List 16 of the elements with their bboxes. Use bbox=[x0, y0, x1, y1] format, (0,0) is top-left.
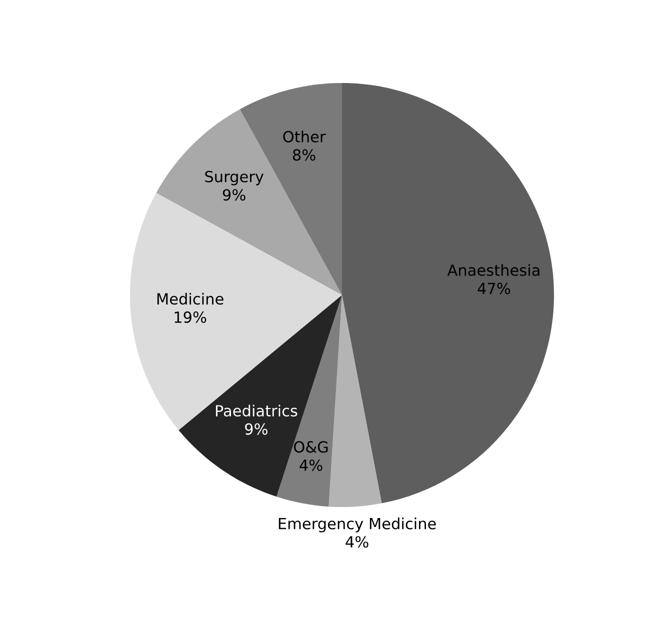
data-label: 9% bbox=[245, 423, 268, 435]
pie-slice bbox=[328, 295, 382, 507]
pie-slice bbox=[342, 83, 554, 504]
slice-label: Emergency Medicine bbox=[278, 518, 436, 532]
slice-label: O&G bbox=[294, 441, 328, 453]
data-label: 47% bbox=[478, 282, 510, 294]
slice-label: Anaesthesia bbox=[447, 264, 540, 276]
slice-label: Other bbox=[283, 130, 326, 142]
data-label: 4% bbox=[346, 536, 368, 548]
slice-label: Paediatrics bbox=[216, 404, 298, 417]
data-label: 8% bbox=[292, 149, 316, 161]
slice-label: Surgery bbox=[205, 170, 264, 186]
data-label: 4% bbox=[300, 459, 322, 471]
data-label: 9% bbox=[222, 189, 246, 201]
slice-label: Medicine bbox=[157, 292, 224, 305]
data-label: 19% bbox=[174, 311, 206, 323]
